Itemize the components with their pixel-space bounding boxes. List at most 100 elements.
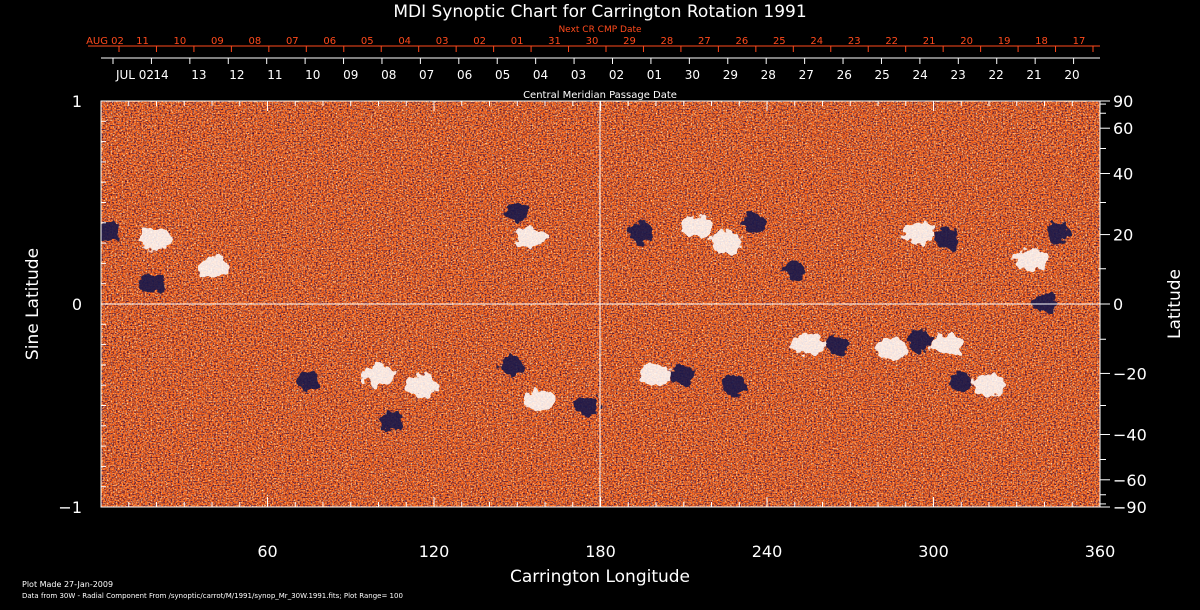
next-cr-dates: AUG 02 11 10 09 08 07 06 05 04 03 02 01 31 30 29 28 27 26… [86,36,1094,52]
next-cr-date-label: AUG 02 [86,36,124,47]
cmp-date-label: 09 [343,68,358,82]
chart-title: MDI Synoptic Chart for Carrington Rotati… [393,2,806,22]
negative-region-16 [907,330,932,351]
negative-region-12 [574,395,599,416]
negative-region-5 [782,259,807,280]
y-tick-label-left: −1 [58,498,82,517]
lat-tick-label: 40 [1113,165,1133,184]
active-regions [101,202,1071,432]
cmp-date-label: 27 [799,68,814,82]
cmp-date-label: 10 [305,68,320,82]
y-tick-label-left: 0 [72,295,82,314]
cmp-date-label: 04 [533,68,548,82]
negative-region-4 [741,212,766,233]
positive-region-10 [640,364,672,387]
next-cr-date-label: 18 [1035,36,1048,47]
positive-region-14 [973,374,1005,397]
negative-region-11 [499,354,524,375]
negative-region-7 [1046,222,1071,243]
lat-tick-label: 20 [1113,226,1133,245]
cmp-date-label: 14 [153,68,168,82]
lat-tick-label: −60 [1113,471,1147,490]
next-cr-date-label: 26 [735,36,748,47]
cmp-date-label: 12 [229,68,244,82]
next-cr-date-label: 03 [436,36,449,47]
negative-region-6 [935,229,960,250]
cmp-date-label: 02 [609,68,624,82]
next-cr-date-label: 31 [548,36,561,47]
x-tick-label-180: 180 [585,542,616,561]
next-cr-date-label: 17 [1073,36,1086,47]
cmp-date-label: 29 [723,68,738,82]
negative-region-13 [671,365,696,386]
positive-region-1 [196,256,228,279]
next-cr-date-label: 11 [136,36,149,47]
positive-region-13 [931,333,964,356]
next-cr-date-label: 19 [998,36,1011,47]
next-cr-date-label: 06 [323,36,336,47]
negative-region-1 [138,273,163,294]
y-tick-label-left: 1 [72,92,82,111]
next-cr-date-label: 29 [623,36,636,47]
data-source-note: Data from 30W - Radial Component From /s… [22,592,403,600]
negative-region-14 [721,375,746,396]
positive-region-9 [523,390,556,413]
next-cr-date-label: 04 [398,36,411,47]
y-axis-right: 90 60 40 20 0 −20 −40 −60 −90 [1100,92,1147,517]
cmp-date-label: 06 [457,68,472,82]
next-cr-label: Next CR CMP Date [558,25,642,35]
cmp-date-label: 23 [950,68,965,82]
cmp-axis-label: Central Meridian Passage Date [523,90,677,101]
lat-tick-label: 0 [1113,295,1123,314]
positive-region-12 [875,337,908,360]
positive-region-5 [903,221,936,244]
next-cr-date-label: 01 [511,36,524,47]
next-cr-date-label: 09 [211,36,224,47]
lat-tick-label: −40 [1113,425,1147,444]
negative-region-0 [101,220,122,241]
x-tick-label-240: 240 [752,542,783,561]
positive-region-8 [404,374,437,397]
cmp-date-label: 26 [837,68,852,82]
cmp-dates: JUL 02 14 13 12 11 10 09 08 07 06 05 04 03 02 01 30 29 28… [112,58,1080,82]
next-cr-date-label: 23 [848,36,861,47]
negative-region-2 [505,202,530,223]
cmp-date-label: 08 [381,68,396,82]
next-cr-date-label: 25 [773,36,786,47]
cmp-date-label: 30 [685,68,700,82]
negative-region-9 [297,371,322,392]
positive-region-6 [1014,248,1047,271]
y-axis-right-label: Latitude [1165,269,1185,339]
plot-made-note: Plot Made 27-Jan-2009 [22,580,114,589]
negative-region-3 [630,222,655,243]
positive-region-0 [140,228,173,251]
cmp-date-label: 24 [913,68,928,82]
next-cr-date-label: 30 [586,36,599,47]
next-cr-date-label: 20 [960,36,973,47]
lat-tick-label: 90 [1113,92,1133,111]
x-tick-label-120: 120 [419,542,450,561]
cmp-date-label: 28 [761,68,776,82]
x-tick-label-360: 360 [1085,542,1116,561]
positive-region-4 [709,232,742,255]
x-tick-label-60: 60 [257,542,277,561]
cmp-date-label: JUL 02 [115,68,154,82]
next-cr-date-label: 27 [698,36,711,47]
next-cr-date-label: 22 [885,36,898,47]
next-cr-date-label: 28 [661,36,674,47]
next-cr-date-label: 10 [174,36,187,47]
cmp-date-label: 03 [571,68,586,82]
next-cr-date-label: 08 [248,36,261,47]
next-cr-date-label: 21 [923,36,936,47]
positive-region-11 [792,333,825,356]
cmp-date-label: 05 [495,68,510,82]
cmp-date-label: 22 [988,68,1003,82]
next-cr-date-label: 05 [361,36,374,47]
y-axis-left: 1 0 −1 [58,92,111,517]
positive-region-7 [362,364,395,387]
cmp-date-label: 20 [1064,68,1079,82]
lat-tick-label: −20 [1113,364,1147,383]
cmp-date-label: 25 [875,68,890,82]
next-cr-date-label: 07 [286,36,299,47]
negative-region-15 [824,334,849,355]
